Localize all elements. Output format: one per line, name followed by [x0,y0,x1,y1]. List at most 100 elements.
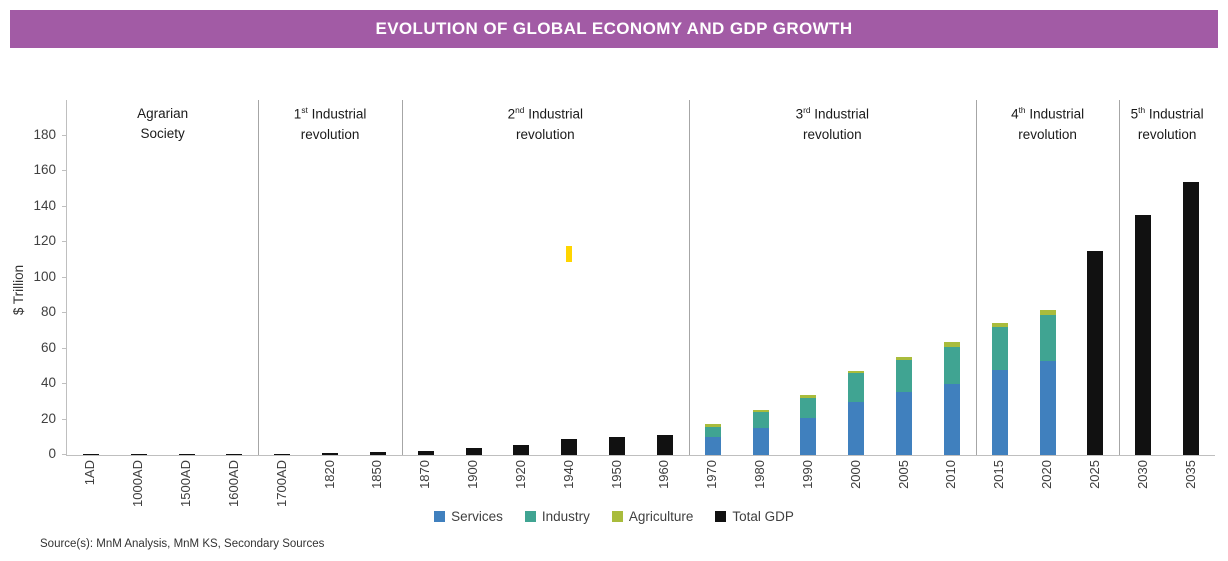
bar-2035-total-gdp [1183,181,1200,455]
legend-label: Agriculture [628,509,694,524]
y-tick-label: 140 [33,197,56,213]
bar-1990-industry [800,398,817,418]
bar-2005-agriculture [896,356,913,361]
bar-2020-agriculture [1039,310,1056,315]
bar-2010-services [943,384,960,455]
bar-1870-total-gdp [417,450,434,455]
x-tick-text: 1960 [656,460,672,489]
x-tick-text: 1900 [465,460,481,489]
x-tick-text: 2015 [991,460,1007,489]
x-tick-text: 2035 [1182,460,1198,489]
era-divider [688,100,690,455]
bar-2000-industry [848,373,865,402]
bar-2010-industry [943,346,960,384]
bar-1000AD-total-gdp [130,454,147,455]
bar-1980-services [752,428,769,455]
era-label: 1st Industrial revolution [293,105,367,142]
y-tick-label: 20 [40,410,56,426]
bar-2030-total-gdp [1135,215,1152,455]
x-tick-text: 2020 [1039,460,1055,489]
x-tick-text: 2010 [943,460,959,489]
y-tick-mark [62,205,67,207]
bar-2010-agriculture [943,342,960,347]
bar-1990-agriculture [800,394,817,399]
plot-area: Agrarian Society 1st Industrial revolutio… [62,100,1215,456]
y-tick-mark [62,454,67,455]
y-tick-mark [62,241,67,242]
y-tick-mark [62,276,67,278]
stray-yellow-mark [566,245,573,262]
x-tick-text: 2000 [847,460,863,489]
bar-1950-total-gdp [609,437,626,455]
era-label: 4th Industrial revolution [1011,105,1085,142]
bar-2025-total-gdp [1087,250,1104,455]
bar-2000-agriculture [848,370,865,374]
bar-2000-services [848,401,865,455]
bar-1600AD-total-gdp [226,454,243,455]
bar-2015-agriculture [991,322,1008,328]
x-tick-text: 1820 [321,460,337,489]
x-tick-text: 1500AD [178,460,194,507]
era-divider [401,100,403,455]
bar-1940-total-gdp [561,439,578,455]
y-tick-mark [62,418,67,420]
bar-1970-services [704,437,721,455]
x-tick-text: 1870 [417,460,433,489]
bar-1990-services [800,417,817,455]
y-tick-label: 160 [33,162,56,177]
legend-label: Total GDP [732,509,794,524]
x-tick-text: 1850 [369,460,385,489]
y-tick-mark [62,383,67,384]
bar-1970-agriculture [704,423,721,427]
y-tick-label: 60 [40,339,56,355]
bar-2020-services [1039,360,1056,455]
legend-swatch [524,511,536,522]
bar-1970-industry [704,426,721,438]
y-tick-mark [62,312,67,313]
bar-1AD-total-gdp [82,454,99,455]
x-tick-text: 1000AD [130,460,146,507]
y-tick-label: 80 [40,304,56,319]
legend-item-total-gdp: Total GDP [715,509,794,524]
legend-swatch [434,511,446,522]
y-tick-label: 100 [33,268,56,284]
x-tick-text: 1970 [704,460,720,489]
x-tick-text: 1940 [560,460,576,489]
title-banner: EVOLUTION OF GLOBAL ECONOMY AND GDP GROW… [10,10,1218,48]
era-label: Agrarian Society [137,106,189,142]
y-tick-mark [62,347,67,349]
bar-1850-total-gdp [369,451,386,455]
legend-swatch [715,511,727,522]
bar-1500AD-total-gdp [178,454,195,455]
x-tick-text: 1600AD [225,460,241,507]
x-tick-text: 1950 [608,460,624,489]
bar-2020-industry [1039,314,1056,361]
legend-item-agriculture: Agriculture [611,509,694,524]
y-tick-label: 120 [33,233,56,248]
bar-1900-total-gdp [465,447,482,455]
y-tick-label: 40 [40,375,56,390]
era-label: 3rd Industrial revolution [795,105,870,142]
bar-1980-agriculture [752,409,769,413]
era-label: 2nd Industrial revolution [507,105,583,142]
y-tick-label: 180 [33,126,56,142]
x-tick-text: 1920 [512,460,528,489]
bar-1700AD-total-gdp [274,453,291,455]
x-tick-text: 1AD [82,460,98,486]
bar-1960-total-gdp [656,434,673,455]
legend-item-industry: Industry [524,509,590,524]
source-note: Source(s): MnM Analysis, MnM KS, Seconda… [40,538,325,550]
legend-swatch [611,511,623,522]
legend-item-services: Services [434,509,503,524]
x-tick-text: 2005 [895,460,911,489]
era-divider [975,100,977,455]
x-tick-text: 1990 [799,460,815,489]
bar-1980-industry [752,412,769,429]
y-tick-mark [62,170,67,171]
era-label: 5th Industrial revolution [1130,105,1204,142]
x-tick-text: 1980 [752,460,768,489]
bar-1920-total-gdp [513,445,530,455]
bar-2005-industry [896,360,913,392]
y-axis-label: $ Trillion [11,264,26,316]
